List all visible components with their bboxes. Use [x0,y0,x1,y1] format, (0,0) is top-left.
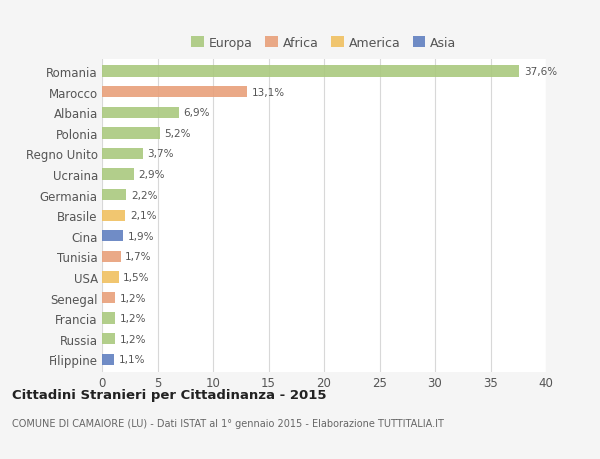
Bar [102,67,520,78]
Text: 6,9%: 6,9% [183,108,209,118]
Bar [102,333,115,345]
Bar [102,190,127,201]
Text: Cittadini Stranieri per Cittadinanza - 2015: Cittadini Stranieri per Cittadinanza - 2… [12,388,326,401]
Text: 1,9%: 1,9% [128,231,154,241]
Bar [102,107,179,119]
Bar [102,292,115,303]
Legend: Europa, Africa, America, Asia: Europa, Africa, America, Asia [187,32,461,55]
Bar [102,210,125,221]
Text: 2,1%: 2,1% [130,211,156,221]
Bar [102,128,160,139]
Text: 1,5%: 1,5% [123,272,149,282]
Text: 37,6%: 37,6% [524,67,557,77]
Text: 1,1%: 1,1% [119,354,145,364]
Text: 3,7%: 3,7% [148,149,174,159]
Bar [102,251,121,263]
Text: 1,2%: 1,2% [120,313,146,324]
Bar [102,87,247,98]
Bar [102,148,143,160]
Bar [102,230,123,242]
Text: 1,2%: 1,2% [120,293,146,303]
Bar [102,313,115,324]
Text: 2,9%: 2,9% [139,170,165,179]
Text: 5,2%: 5,2% [164,129,191,139]
Text: 13,1%: 13,1% [252,88,285,97]
Text: 2,2%: 2,2% [131,190,157,200]
Text: COMUNE DI CAMAIORE (LU) - Dati ISTAT al 1° gennaio 2015 - Elaborazione TUTTITALI: COMUNE DI CAMAIORE (LU) - Dati ISTAT al … [12,418,444,428]
Text: 1,7%: 1,7% [125,252,152,262]
Bar [102,169,134,180]
Bar [102,354,114,365]
Bar [102,272,119,283]
Text: 1,2%: 1,2% [120,334,146,344]
